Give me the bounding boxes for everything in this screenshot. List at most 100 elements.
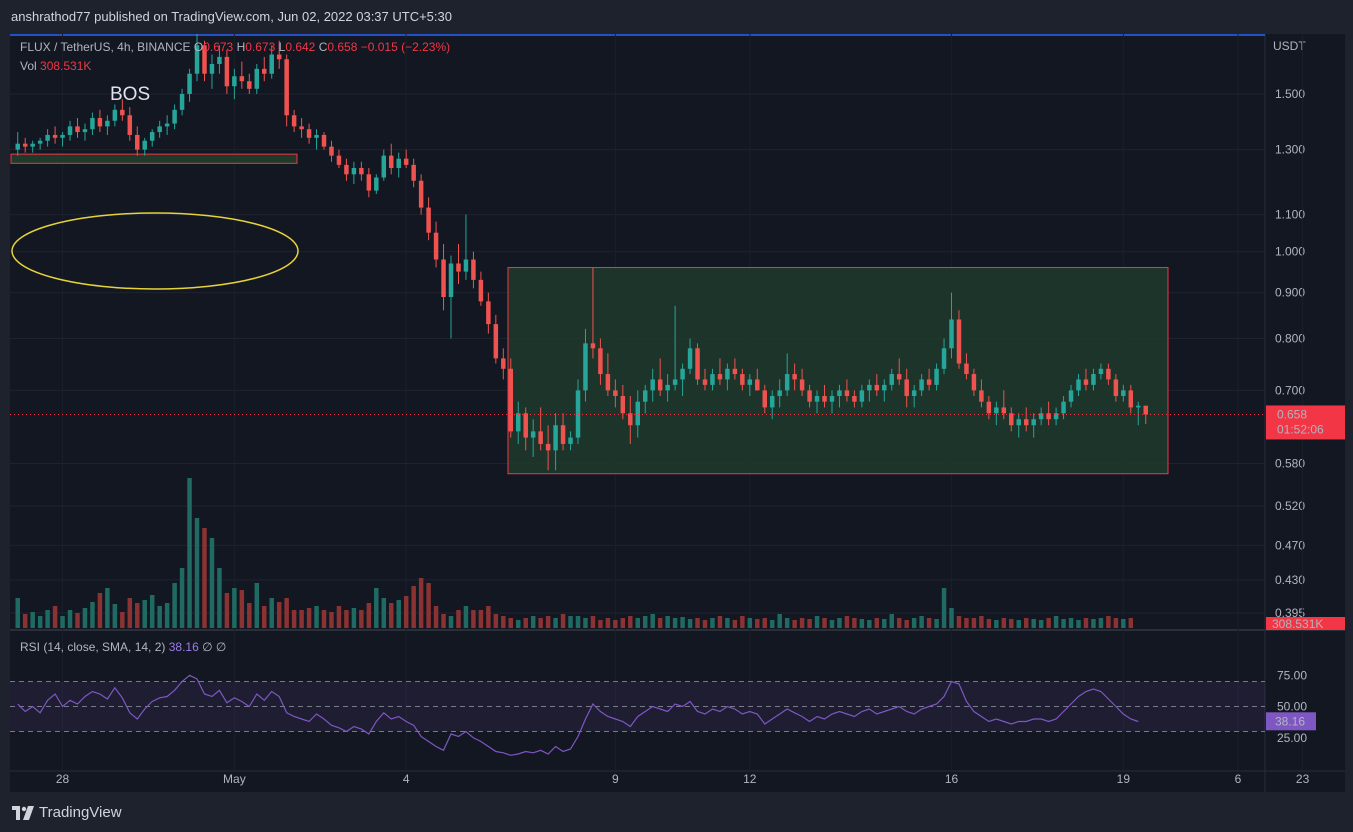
candle-body[interactable] xyxy=(1023,419,1029,426)
candle-body[interactable] xyxy=(389,155,394,168)
candle-body[interactable] xyxy=(852,395,857,402)
candle-body[interactable] xyxy=(590,343,596,349)
candle-body[interactable] xyxy=(314,134,319,138)
candle-body[interactable] xyxy=(508,368,514,432)
candle-body[interactable] xyxy=(822,395,827,402)
price-chart[interactable]: 1.500 1.300 1.100 1.000 0.900 0.800 0.700 0.580… xyxy=(10,34,1345,792)
candle-body[interactable] xyxy=(45,134,50,141)
candle-body[interactable] xyxy=(545,443,551,451)
candle-body[interactable] xyxy=(306,129,312,138)
candle-body[interactable] xyxy=(904,379,909,396)
candle-body[interactable] xyxy=(665,384,670,391)
candle-body[interactable] xyxy=(934,368,939,385)
candle-body[interactable] xyxy=(403,158,409,165)
candle-body[interactable] xyxy=(919,379,924,391)
chart-area[interactable]: 1.500 1.300 1.100 1.000 0.900 0.800 0.700 0.580… xyxy=(10,34,1345,792)
candle-body[interactable] xyxy=(194,45,200,74)
candle-body[interactable] xyxy=(396,158,401,168)
candle-body[interactable] xyxy=(1001,407,1007,414)
candle-body[interactable] xyxy=(97,118,103,127)
candle-body[interactable] xyxy=(642,390,648,402)
tradingview-logo[interactable]: TradingView xyxy=(12,804,122,821)
candle-body[interactable] xyxy=(299,126,304,130)
candle-body[interactable] xyxy=(262,68,267,74)
candle-body[interactable] xyxy=(1076,379,1081,391)
candle-body[interactable] xyxy=(762,390,767,408)
candle-body[interactable] xyxy=(598,348,603,375)
candle-body[interactable] xyxy=(583,343,588,391)
candle-body[interactable] xyxy=(291,115,297,127)
candle-body[interactable] xyxy=(366,174,372,191)
candle-body[interactable] xyxy=(964,363,969,375)
candle-body[interactable] xyxy=(979,390,984,402)
candle-body[interactable] xyxy=(1128,390,1134,408)
candle-body[interactable] xyxy=(232,76,237,87)
consolidation-range-box[interactable] xyxy=(507,267,1169,475)
candle-body[interactable] xyxy=(1083,379,1089,385)
candle-body[interactable] xyxy=(1038,413,1044,420)
candle-body[interactable] xyxy=(1046,413,1051,420)
candle-body[interactable] xyxy=(792,374,797,380)
candle-body[interactable] xyxy=(1016,419,1021,426)
candle-body[interactable] xyxy=(67,126,73,135)
candle-body[interactable] xyxy=(127,115,133,135)
candle-body[interactable] xyxy=(336,155,342,165)
candle-body[interactable] xyxy=(276,54,282,60)
candle-body[interactable] xyxy=(351,167,357,175)
candle-body[interactable] xyxy=(142,140,147,150)
candle-body[interactable] xyxy=(321,134,327,147)
candle-body[interactable] xyxy=(329,146,334,156)
candle-body[interactable] xyxy=(135,134,140,150)
candle-body[interactable] xyxy=(986,401,992,414)
candle-body[interactable] xyxy=(777,390,782,396)
last-price-badge[interactable] xyxy=(1266,405,1345,440)
candle-body[interactable] xyxy=(769,395,775,408)
candle-body[interactable] xyxy=(1136,405,1141,408)
candle-body[interactable] xyxy=(112,109,118,121)
candle-body[interactable] xyxy=(284,59,289,116)
candle-body[interactable] xyxy=(799,379,805,391)
candle-body[interactable] xyxy=(650,379,655,391)
candle-body[interactable] xyxy=(224,56,230,87)
candle-body[interactable] xyxy=(740,374,745,385)
candle-body[interactable] xyxy=(82,129,88,133)
symbol-label[interactable]: FLUX / TetherUS, 4h, BINANCE xyxy=(20,40,191,54)
candle-body[interactable] xyxy=(755,379,760,391)
candle-body[interactable] xyxy=(105,120,110,127)
candle-body[interactable] xyxy=(426,207,431,233)
candle-body[interactable] xyxy=(501,358,506,369)
candle-body[interactable] xyxy=(179,93,185,110)
candle-body[interactable] xyxy=(710,374,715,385)
candle-body[interactable] xyxy=(75,126,80,133)
candle-body[interactable] xyxy=(1053,413,1059,420)
candle-body[interactable] xyxy=(441,259,446,297)
candle-body[interactable] xyxy=(381,155,387,178)
candle-body[interactable] xyxy=(471,259,476,280)
ellipse-annotation[interactable] xyxy=(11,212,299,290)
candle-body[interactable] xyxy=(784,374,790,391)
candle-body[interactable] xyxy=(1068,390,1074,402)
candle-body[interactable] xyxy=(254,68,260,89)
candle-body[interactable] xyxy=(605,374,611,391)
candle-body[interactable] xyxy=(164,123,170,127)
candle-body[interactable] xyxy=(1106,368,1111,380)
candle-body[interactable] xyxy=(568,437,573,444)
candle-body[interactable] xyxy=(956,319,962,364)
candle-body[interactable] xyxy=(867,384,872,391)
candle-body[interactable] xyxy=(37,140,43,144)
candle-body[interactable] xyxy=(448,263,454,297)
candle-body[interactable] xyxy=(889,374,894,385)
candle-body[interactable] xyxy=(493,324,499,359)
candle-body[interactable] xyxy=(60,134,65,138)
candle-body[interactable] xyxy=(516,413,521,432)
candle-body[interactable] xyxy=(239,76,245,82)
candle-body[interactable] xyxy=(994,407,999,414)
candle-body[interactable] xyxy=(941,348,947,369)
candle-body[interactable] xyxy=(530,431,536,438)
candle-body[interactable] xyxy=(657,379,663,391)
rsi-line[interactable] xyxy=(17,674,1139,756)
candle-body[interactable] xyxy=(433,232,439,260)
candle-body[interactable] xyxy=(247,81,252,89)
candle-body[interactable] xyxy=(456,263,461,272)
candle-body[interactable] xyxy=(560,425,566,444)
